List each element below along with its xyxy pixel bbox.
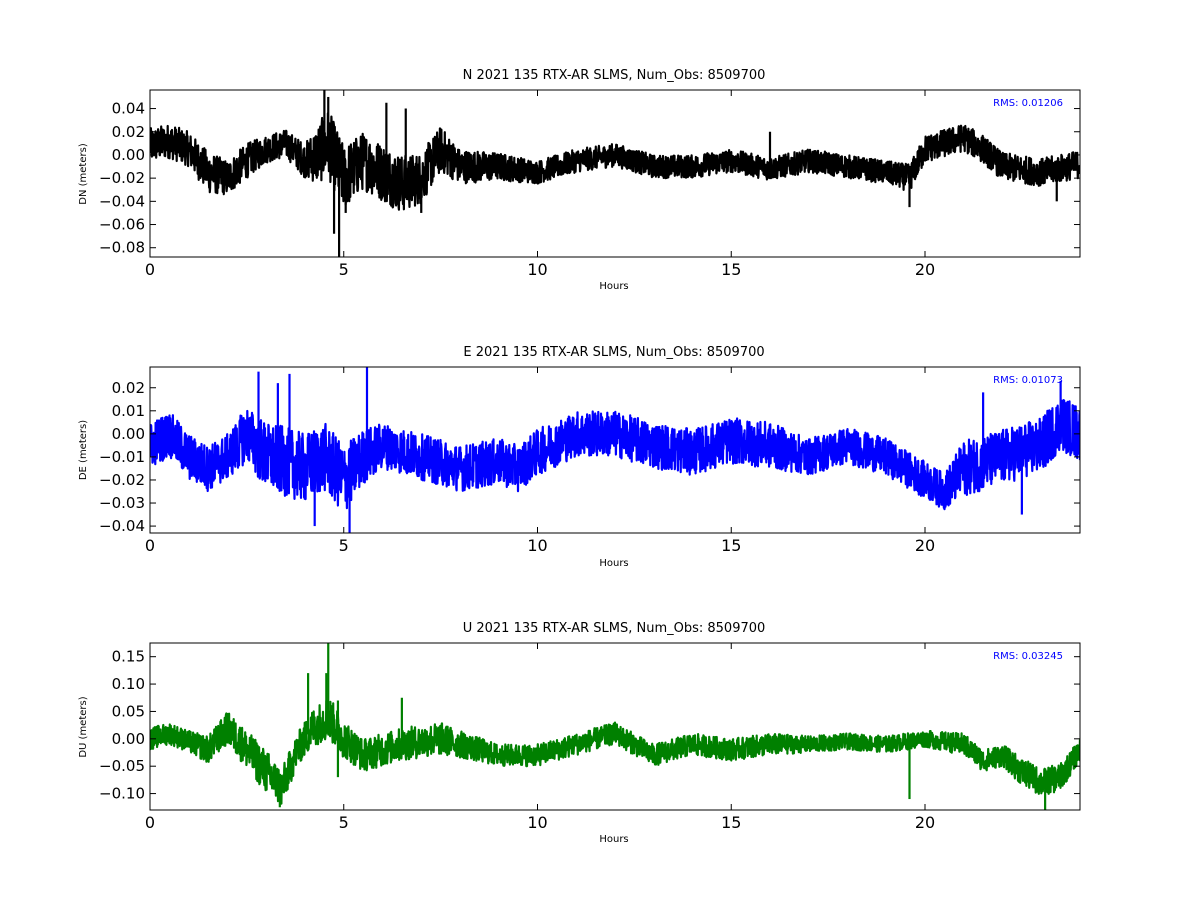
y-axis-label: DU (meters) [78,696,89,757]
y-axis-label: DN (meters) [78,143,89,205]
y-tick-label: −0.04 [99,517,145,535]
chart-title: N 2021 135 RTX-AR SLMS, Num_Obs: 8509700 [463,68,766,83]
y-tick-label: 0.02 [112,123,145,141]
axes-frame [149,366,1081,534]
panel-east: E 2021 135 RTX-AR SLMS, Num_Obs: 8509700… [78,345,1081,569]
y-tick-label: 0.10 [112,675,145,693]
x-tick-label: 10 [527,260,547,279]
chart-title: E 2021 135 RTX-AR SLMS, Num_Obs: 8509700 [463,345,764,360]
y-tick-label: −0.02 [99,169,145,187]
y-tick-label: 0.00 [112,730,145,748]
y-tick-label: 0.00 [112,146,145,164]
series-line [150,699,1080,805]
x-axis-label: Hours [599,281,628,292]
rms-annotation: RMS: 0.01206 [993,98,1063,109]
x-axis-label: Hours [599,558,628,569]
y-axis-ticks: −0.10 −0.05 0.00 0.05 0.10 0.15 [99,648,1080,803]
rms-annotation: RMS: 0.01073 [993,375,1063,386]
chart-title: U 2021 135 RTX-AR SLMS, Num_Obs: 8509700 [463,621,766,636]
x-tick-label: 5 [339,260,349,279]
x-tick-label: 20 [915,813,935,832]
y-tick-label: 0.01 [112,402,145,420]
plot-area [150,643,1080,810]
plot-area [150,367,1080,533]
y-tick-label: −0.10 [99,785,145,803]
x-tick-label: 10 [527,536,547,555]
x-axis-label: Hours [599,834,628,845]
series-line [150,112,1080,211]
y-tick-label: −0.06 [99,216,145,234]
x-axis-ticks: 0 5 10 15 20 [145,367,935,555]
panel-up: U 2021 135 RTX-AR SLMS, Num_Obs: 8509700… [78,621,1081,845]
x-tick-label: 15 [721,536,741,555]
x-tick-label: 15 [721,260,741,279]
axes-frame [149,642,1081,811]
x-axis-ticks: 0 5 10 15 20 [145,643,935,832]
y-tick-label: −0.02 [99,471,145,489]
x-tick-label: 0 [145,813,155,832]
y-tick-label: 0.15 [112,648,145,666]
y-tick-label: −0.03 [99,494,145,512]
y-tick-label: −0.01 [99,448,145,466]
series-line [150,399,1080,511]
y-axis-ticks: −0.08 −0.06 −0.04 −0.02 0.00 0.02 0.04 [99,100,1080,257]
x-tick-label: 0 [145,260,155,279]
x-tick-label: 5 [339,813,349,832]
y-tick-label: 0.00 [112,425,145,443]
plot-area [150,90,1080,257]
y-tick-label: 0.02 [112,379,145,397]
panel-north: N 2021 135 RTX-AR SLMS, Num_Obs: 8509700… [78,68,1081,292]
x-tick-label: 20 [915,260,935,279]
y-axis-ticks: −0.04 −0.03 −0.02 −0.01 0.00 0.01 0.02 [99,379,1080,535]
y-tick-label: 0.05 [112,702,145,720]
axes-frame [149,89,1081,258]
x-tick-label: 5 [339,536,349,555]
y-tick-label: −0.05 [99,757,145,775]
y-tick-label: −0.04 [99,192,145,210]
x-axis-ticks: 0 5 10 15 20 [145,90,935,279]
x-tick-label: 15 [721,813,741,832]
x-tick-label: 10 [527,813,547,832]
x-tick-label: 20 [915,536,935,555]
rms-annotation: RMS: 0.03245 [993,651,1063,662]
x-tick-label: 0 [145,536,155,555]
y-tick-label: 0.04 [112,100,145,118]
y-tick-label: −0.08 [99,239,145,257]
y-axis-label: DE (meters) [78,420,89,480]
